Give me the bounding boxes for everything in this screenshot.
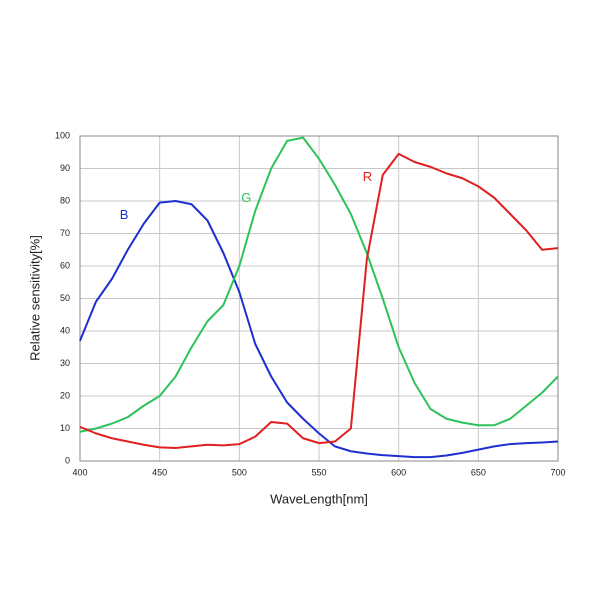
y-tick-label: 30 [60,358,70,368]
x-tick-label: 400 [72,467,87,477]
line-series [79,152,559,449]
y-tick-label: 90 [60,163,70,173]
y-tick-label: 10 [60,423,70,433]
line-series [79,136,559,433]
y-tick-label: 20 [60,390,70,400]
line-series [79,200,559,459]
y-tick-label: 60 [60,260,70,270]
x-tick-label: 500 [232,467,247,477]
x-tick-label: 450 [152,467,167,477]
y-tick-label: 70 [60,228,70,238]
series-label: B [120,207,129,222]
x-tick-label: 700 [550,467,565,477]
y-tick-label: 0 [65,455,70,465]
x-tick-label: 600 [391,467,406,477]
x-axis-title: WaveLength[nm] [270,491,368,506]
y-tick-label: 80 [60,195,70,205]
y-tick-label: 40 [60,325,70,335]
x-tick-label: 550 [311,467,326,477]
x-tick-label: 650 [471,467,486,477]
y-axis-title: Relative sensitivity[%] [27,235,42,361]
series-label: R [363,169,372,184]
y-tick-label: 100 [55,130,70,140]
plot-frame [79,135,559,462]
y-tick-label: 50 [60,293,70,303]
series-label: G [241,190,251,205]
